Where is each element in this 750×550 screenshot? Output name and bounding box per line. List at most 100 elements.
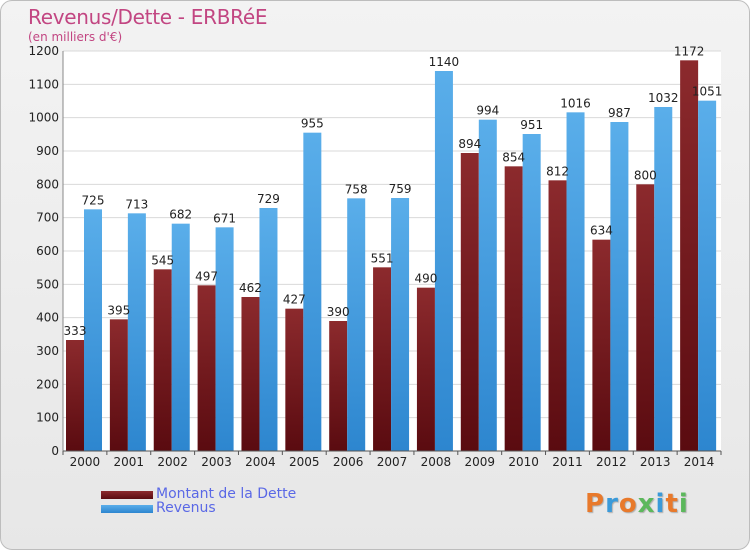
value-label: 1032 — [648, 91, 679, 105]
value-label: 333 — [64, 324, 87, 338]
bar-dette — [329, 321, 348, 451]
value-label: 551 — [371, 251, 394, 265]
bar-dette — [592, 239, 611, 451]
bar-dette — [548, 180, 567, 452]
x-tick-label: 2007 — [377, 455, 408, 469]
legend-swatch-revenus — [101, 505, 153, 513]
value-label: 894 — [458, 137, 481, 151]
value-label: 854 — [502, 150, 525, 164]
chart-title: Revenus/Dette - ERBRéE — [28, 5, 268, 29]
x-tick-label: 2013 — [640, 455, 671, 469]
logo-letter: t — [665, 489, 679, 519]
bar-dette — [197, 285, 216, 451]
x-tick-label: 2005 — [289, 455, 320, 469]
bar-revenus — [171, 223, 190, 451]
y-tick-label: 900 — [36, 144, 59, 158]
bar-revenus — [566, 112, 585, 451]
y-tick-label: 700 — [36, 211, 59, 225]
value-label: 490 — [414, 272, 437, 286]
value-label: 951 — [520, 118, 543, 132]
bar-revenus — [347, 198, 366, 451]
y-tick-label: 1100 — [28, 77, 59, 91]
bar-dette — [109, 319, 128, 451]
y-tick-label: 300 — [36, 344, 59, 358]
bar-dette — [285, 308, 304, 451]
value-label: 395 — [107, 303, 130, 317]
value-label: 1172 — [674, 44, 705, 58]
bar-dette — [153, 269, 172, 451]
bar-revenus — [434, 71, 453, 451]
value-label: 713 — [125, 197, 148, 211]
value-labels: 333 725 395 713 545 682 497 671 462 729 427 955 390 7… — [64, 44, 723, 338]
y-axis: 0 100 200 300 400 500 600 700 800 900 1000 1100 1200 — [28, 44, 64, 458]
logo-letter: i — [678, 489, 689, 519]
value-label: 427 — [283, 293, 306, 307]
value-label: 1140 — [429, 55, 460, 69]
bar-dette — [504, 166, 523, 452]
x-tick-label: 2010 — [508, 455, 539, 469]
x-tick-label: 2000 — [70, 455, 101, 469]
bar-revenus — [610, 122, 629, 451]
bar-revenus — [522, 134, 541, 451]
value-label: 800 — [634, 168, 657, 182]
legend-label-revenus: Revenus — [156, 500, 216, 516]
bar-revenus — [698, 100, 717, 452]
value-label: 1016 — [560, 96, 591, 110]
value-label: 462 — [239, 281, 262, 295]
y-tick-label: 1000 — [28, 111, 59, 125]
x-tick-label: 2003 — [201, 455, 232, 469]
legend-label-dette: Montant de la Dette — [156, 486, 297, 502]
y-tick-label: 100 — [36, 411, 59, 425]
bar-revenus — [259, 208, 278, 451]
y-tick-label: 800 — [36, 177, 59, 191]
bar-dette — [460, 153, 479, 451]
x-axis: 2000 2001 2002 2003 2004 2005 2006 2007 2008 2009… — [62, 450, 722, 469]
bars — [66, 60, 717, 452]
value-label: 671 — [213, 211, 236, 225]
value-label: 994 — [476, 104, 499, 118]
bar-revenus — [127, 213, 146, 451]
proxiti-logo: Proxiti — [585, 489, 689, 519]
logo-letter: i — [655, 489, 666, 519]
x-tick-label: 2009 — [464, 455, 495, 469]
value-label: 759 — [389, 182, 412, 196]
y-tick-label: 200 — [36, 377, 59, 391]
x-tick-label: 2001 — [114, 455, 145, 469]
bar-dette — [636, 184, 655, 452]
value-label: 497 — [195, 269, 218, 283]
value-label: 682 — [169, 208, 192, 222]
x-tick-label: 2008 — [421, 455, 452, 469]
bar-revenus — [478, 119, 497, 452]
bar-dette — [241, 297, 260, 451]
value-label: 812 — [546, 164, 569, 178]
bar-dette — [66, 340, 84, 451]
value-label: 634 — [590, 224, 613, 238]
legend-swatch-dette — [101, 491, 153, 499]
x-tick-label: 2014 — [684, 455, 715, 469]
x-tick-label: 2002 — [157, 455, 188, 469]
value-label: 955 — [301, 117, 324, 131]
logo-letter: P — [585, 489, 606, 519]
bar-revenus — [391, 198, 410, 451]
value-label: 390 — [327, 305, 350, 319]
y-tick-label: 500 — [36, 277, 59, 291]
x-tick-label: 2012 — [596, 455, 627, 469]
x-tick-label: 2006 — [333, 455, 364, 469]
logo-letter: o — [618, 489, 638, 519]
x-tick-label: 2011 — [552, 455, 583, 469]
bar-revenus — [84, 209, 102, 451]
chart-subtitle: (en milliers d'€) — [28, 30, 123, 44]
logo-letter: x — [637, 489, 656, 519]
bar-dette — [373, 267, 392, 451]
value-label: 725 — [82, 193, 105, 207]
value-label: 987 — [608, 106, 631, 120]
logo-letter: r — [605, 489, 619, 519]
value-label: 545 — [151, 253, 174, 267]
value-label: 758 — [345, 182, 368, 196]
bar-revenus — [303, 132, 322, 451]
y-tick-label: 600 — [36, 244, 59, 258]
x-tick-label: 2004 — [245, 455, 276, 469]
bar-dette — [680, 60, 699, 451]
